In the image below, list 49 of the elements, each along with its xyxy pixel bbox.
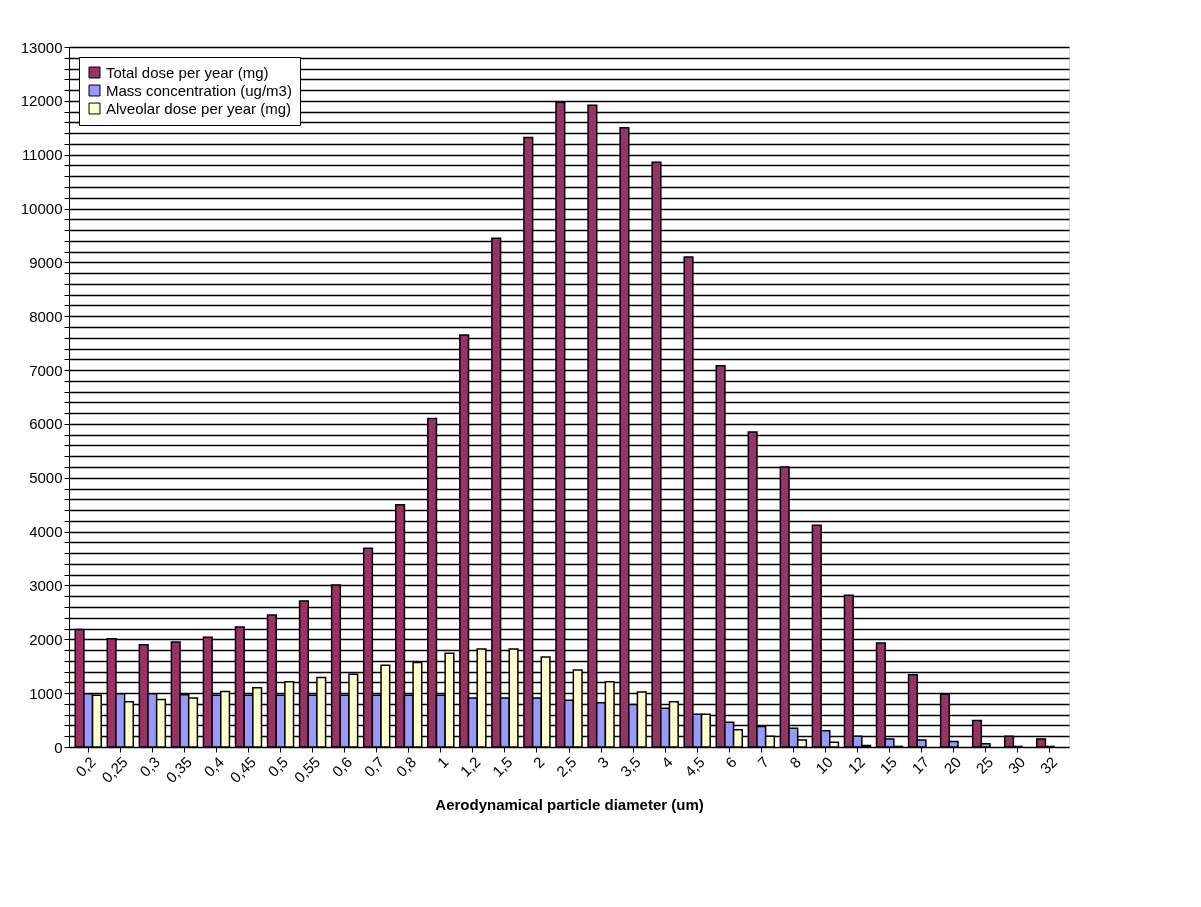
x-axis-title: Aerodynamical particle diameter (um) (435, 795, 704, 813)
x-tick-label: 0,55 (290, 753, 324, 786)
x-tick-label: 1,2 (456, 753, 484, 780)
x-tick-label: 0,35 (162, 753, 195, 786)
legend-label: Alveolar dose per year (mg) (106, 99, 292, 117)
x-tick-label: 10 (812, 753, 837, 777)
x-tick-label: 1,5 (488, 753, 516, 780)
x-tick-label: 12 (844, 753, 869, 777)
y-tick-label: 3000 (29, 576, 63, 594)
y-tick-label: 7000 (29, 361, 63, 379)
x-tick-label: 0,2 (72, 753, 99, 780)
x-tick-label: 0,25 (98, 753, 131, 786)
x-tick-label: 32 (1036, 753, 1061, 777)
x-tick-label: 0,6 (328, 753, 356, 780)
x-tick-label: 0,7 (360, 753, 388, 780)
x-tick-label: 2 (529, 753, 548, 772)
x-tick-label: 17 (908, 753, 933, 777)
x-tick-label: 30 (1004, 753, 1029, 777)
y-tick-label: 1000 (29, 684, 63, 702)
y-tick-label: 5000 (29, 469, 63, 487)
y-tick-label: 0 (54, 738, 63, 756)
legend-label: Total dose per year (mg) (106, 63, 269, 81)
x-tick-label: 0,8 (392, 753, 420, 780)
y-tick-label: 2000 (29, 630, 63, 648)
y-tick-label: 10000 (20, 200, 63, 218)
x-tick-label: 25 (972, 753, 997, 777)
y-tick-label: 8000 (29, 307, 63, 325)
x-tick-label: 3 (593, 753, 612, 772)
x-tick-label: 7 (753, 753, 772, 772)
x-tick-label: 8 (786, 753, 804, 772)
y-tick-label: 11000 (21, 146, 63, 164)
y-tick-label: 13000 (20, 38, 63, 56)
x-tick-label: 15 (876, 753, 901, 777)
x-tick-label: 1 (433, 753, 452, 772)
y-tick-label: 9000 (29, 253, 63, 271)
legend-label: Mass concentration (ug/m3) (106, 81, 292, 99)
x-tick-label: 3,5 (616, 753, 644, 780)
y-tick-label: 6000 (29, 415, 63, 433)
x-tick-label: 0,3 (136, 753, 163, 780)
x-tick-label: 20 (940, 753, 965, 777)
x-tick-label: 2,5 (552, 753, 580, 780)
x-tick-label: 0,4 (200, 753, 228, 780)
x-tick-label: 6 (721, 753, 740, 772)
x-tick-label: 0,45 (226, 753, 260, 786)
x-tick-label: 4 (657, 753, 676, 772)
x-tick-label: 4,5 (681, 753, 708, 780)
y-tick-label: 4000 (29, 523, 63, 541)
x-tick-label: 0,5 (264, 753, 292, 780)
y-tick-label: 12000 (20, 92, 63, 110)
